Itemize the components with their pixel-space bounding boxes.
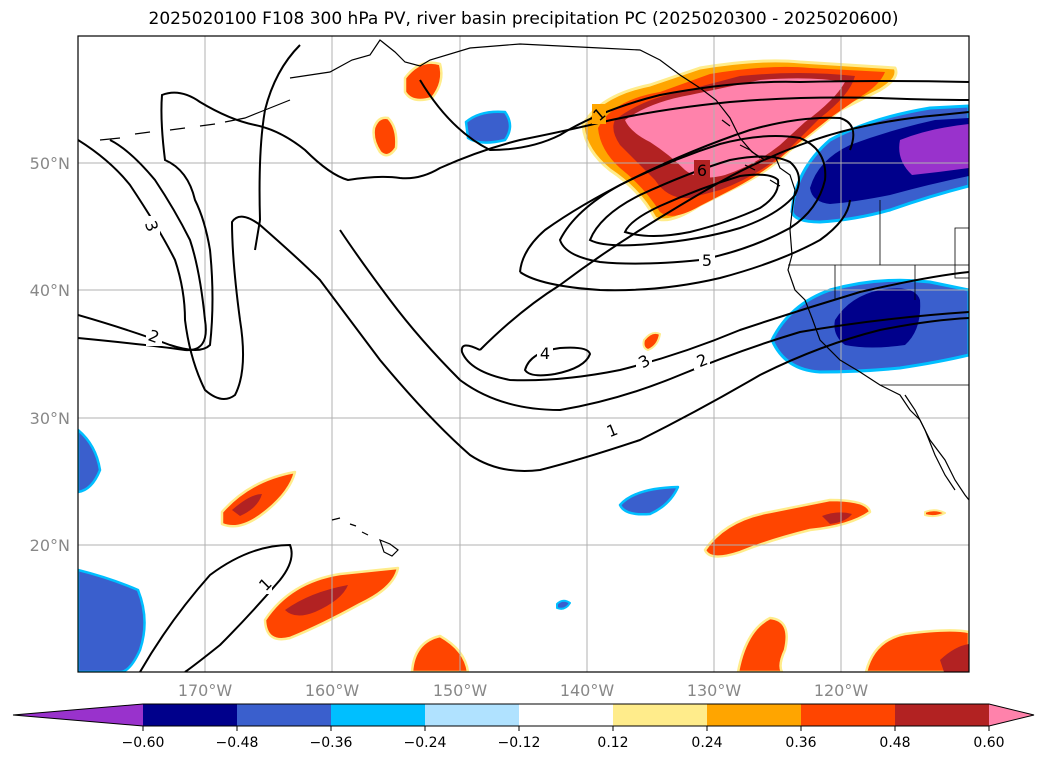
colorbar-segment [331,704,426,726]
lat-label: 20°N [30,536,70,555]
lon-label: 150°W [433,681,488,700]
map-title: 2025020100 F108 300 hPa PV, river basin … [148,9,899,29]
contour-line-5 [558,135,827,265]
lat-label: 50°N [30,154,70,173]
hawaii-islands [331,517,399,557]
colorbar-segment [613,704,708,726]
map-frame [77,35,970,673]
colorbar-tick-label: 0.36 [785,735,816,751]
contour-line-6 [588,155,800,247]
contour-line-3 [78,139,207,352]
colorbar-tick-label: −0.36 [310,735,353,751]
negative-blob-4 [78,428,102,494]
colorbar-segment [143,704,238,726]
positive-blob-4-core [232,494,262,516]
us-state-borders [788,200,969,386]
lon-label: 160°W [305,681,360,700]
positive-blob-9 [736,616,788,672]
contour-line-1-north [78,139,969,472]
contour-line-7 [623,173,780,237]
negative-blob-1 [464,110,512,144]
colorbar-segment [895,704,990,726]
lon-label: 130°W [687,681,742,700]
negative-blob-2 [618,485,680,516]
contour-label: 6 [697,161,707,180]
positive-blob-7 [924,509,946,518]
colorbar-tick-label: −0.24 [404,735,447,751]
colorbar-segment [707,704,802,726]
contour-line-1-south [139,543,293,672]
lat-label: 40°N [30,281,70,300]
colorbar-extend-high [989,704,1034,726]
colorbar [12,703,1035,727]
contour-line-2 [78,91,969,351]
lon-label: 170°W [178,681,233,700]
positive-blob-10-core [940,644,969,672]
negative-anomaly-pnw-purple [899,124,969,175]
colorbar-tick-label: 0.60 [973,735,1004,751]
colorbar-tick-label: 0.48 [879,735,910,751]
contour-label: 4 [540,344,550,363]
colorbar-tick-label: 0.12 [597,735,628,751]
contour-line-1-ne [254,44,969,251]
latitude-labels: 50°N 40°N 30°N 20°N [30,154,70,555]
aleutian-islands [99,99,291,141]
colorbar-segment [237,704,332,726]
negative-blob-3 [556,599,571,610]
colorbar-extend-low [13,704,143,726]
positive-blob-3 [642,331,661,351]
longitude-labels: 170°W 160°W 150°W 140°W 130°W 120°W [178,681,869,700]
colorbar-segment [801,704,896,726]
positive-blob-2 [372,116,398,157]
lon-label: 120°W [814,681,869,700]
graticule [78,36,969,672]
lat-label: 30°N [30,409,70,428]
colorbar-segment [425,704,520,726]
colorbar-ticks: −0.60 −0.48 −0.36 −0.24 −0.12 0.12 0.24 0.36 0.4… [122,726,1005,751]
positive-blob-6-core [822,512,852,524]
colorbar-segment [519,704,614,726]
pv-contours [78,44,969,672]
colorbar-tick-label: −0.12 [498,735,541,751]
contour-labels: 1 1 1 2 2 3 3 4 5 6 [141,104,715,595]
lon-label: 140°W [560,681,615,700]
colorbar-tick-label: −0.48 [216,735,259,751]
positive-blob-8 [410,634,470,672]
baja-california [904,394,956,491]
colorbar-tick-label: 0.24 [691,735,722,751]
negative-blob-5 [78,568,146,672]
negative-anomaly-california-core [834,288,921,348]
contour-line-2-south [339,229,969,412]
contour-label: 5 [702,251,712,270]
colorbar-tick-label: −0.60 [122,735,165,751]
